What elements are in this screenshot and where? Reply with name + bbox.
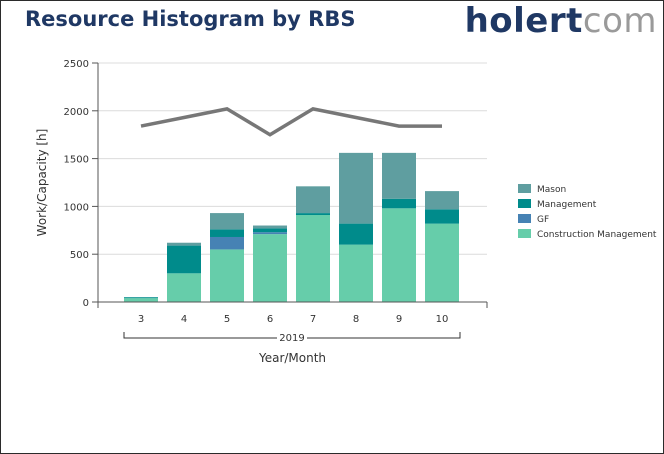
bar-segment <box>210 213 244 230</box>
bar-segment <box>339 244 373 302</box>
bar-segment <box>210 249 244 302</box>
legend-label: Construction Management <box>537 230 657 240</box>
bar-segment <box>124 297 158 299</box>
bar-segment <box>339 223 373 245</box>
y-tick-label: 0 <box>83 298 89 309</box>
bar-segment <box>167 245 201 274</box>
bar-segment <box>253 234 287 302</box>
bar-segment <box>296 215 330 302</box>
logo-secondary: com <box>582 1 657 41</box>
bar-segment <box>339 152 373 224</box>
company-logo: holertcom <box>465 1 657 41</box>
page-title: Resource Histogram by RBS <box>25 7 356 31</box>
x-tick-label: 10 <box>436 314 449 325</box>
legend-swatch <box>518 214 531 223</box>
x-tick-label: 9 <box>396 314 402 325</box>
year-label-bg <box>277 332 307 344</box>
x-tick-label: 5 <box>224 314 230 325</box>
bar-segment <box>425 209 459 224</box>
y-axis-title: Work/Capacity [h] <box>35 129 49 237</box>
bar-segment <box>210 229 244 237</box>
axes: 0 500 1000 1500 2000 2500 3 4 5 6 7 8 9 10 2019 Year/Mo… <box>35 59 488 365</box>
x-tick-label: 4 <box>181 314 187 325</box>
bar-segment <box>296 213 330 216</box>
bar-segment <box>296 186 330 214</box>
bar-segment <box>382 208 416 302</box>
capacity-line-group <box>140 107 442 137</box>
legend-swatch <box>518 184 531 193</box>
bar-segment <box>167 242 201 246</box>
y-tick-label: 1000 <box>64 202 89 213</box>
legend-label: Mason <box>537 185 566 195</box>
capacity-line <box>140 107 442 137</box>
legend-swatch <box>518 229 531 238</box>
bar-segment <box>253 228 287 233</box>
y-tick-label: 2000 <box>64 107 89 118</box>
y-tick-label: 500 <box>70 250 89 261</box>
logo-primary: holert <box>464 1 583 41</box>
legend-label: Management <box>537 200 597 210</box>
y-tick-label: 2500 <box>64 59 89 70</box>
x-tick-label: 3 <box>138 314 144 325</box>
bar-segment <box>210 236 244 250</box>
bar-segment <box>253 225 287 229</box>
legend-label: GF <box>537 215 549 225</box>
bar-segment <box>425 223 459 302</box>
bars <box>124 152 459 302</box>
x-axis-title: Year/Month <box>258 351 326 365</box>
legend-swatch <box>518 199 531 208</box>
x-tick-label: 7 <box>310 314 316 325</box>
bar-segment <box>167 273 201 302</box>
x-tick-label: 8 <box>353 314 359 325</box>
x-group-label: 2019 <box>279 333 304 344</box>
bar-segment <box>382 152 416 199</box>
x-tick-label: 6 <box>267 314 273 325</box>
legend: Mason Management GF Construction Management <box>518 184 657 240</box>
bar-segment <box>382 198 416 209</box>
bar-segment <box>124 298 158 302</box>
y-tick-label: 1500 <box>64 155 89 166</box>
bar-segment <box>253 232 287 235</box>
bar-segment <box>425 191 459 210</box>
